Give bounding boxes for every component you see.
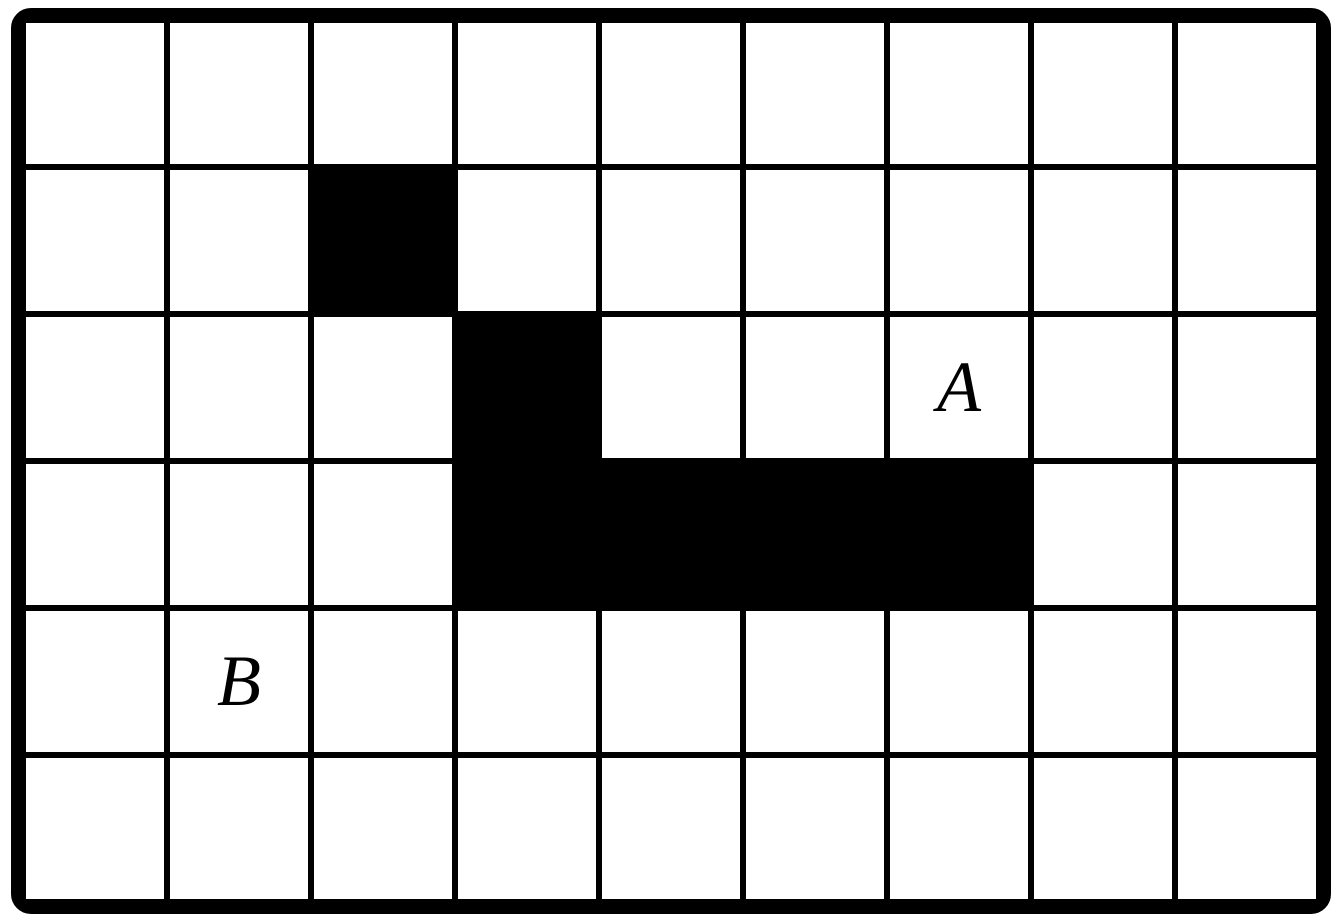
grid-cell (167, 755, 311, 902)
grid-cell (1031, 20, 1175, 167)
grid-cell (167, 20, 311, 167)
grid-cell-filled (455, 314, 599, 461)
grid-cell-label-a: A (887, 314, 1031, 461)
grid-cell (311, 755, 455, 902)
grid-cell (743, 167, 887, 314)
grid-cell-filled (455, 461, 599, 608)
grid-cell (311, 608, 455, 755)
grid-cell (743, 20, 887, 167)
grid-cell (167, 461, 311, 608)
grid-cell (743, 314, 887, 461)
grid-cell (599, 167, 743, 314)
grid-cell (887, 20, 1031, 167)
grid-cell (599, 755, 743, 902)
grid-cell (1031, 314, 1175, 461)
grid-cell (311, 461, 455, 608)
grid-cell-label-b: B (167, 608, 311, 755)
grid-cell (887, 167, 1031, 314)
grid-cell (23, 20, 167, 167)
grid-cell (1175, 608, 1319, 755)
grid-cell (599, 20, 743, 167)
grid-cell-filled (599, 461, 743, 608)
grid-cell (23, 314, 167, 461)
grid-cell (1175, 167, 1319, 314)
grid-cell (1175, 461, 1319, 608)
grid-cell (167, 314, 311, 461)
grid: AB (23, 20, 1319, 902)
grid-cell (887, 608, 1031, 755)
grid-cell (1175, 314, 1319, 461)
grid-cell (23, 461, 167, 608)
grid-cell (455, 755, 599, 902)
grid-cell (23, 608, 167, 755)
grid-cell (599, 608, 743, 755)
grid-cell-filled (887, 461, 1031, 608)
grid-cell (23, 167, 167, 314)
grid-cell-filled (311, 167, 455, 314)
grid-cell (887, 755, 1031, 902)
grid-cell (599, 314, 743, 461)
grid-cell (455, 20, 599, 167)
grid-cell (311, 20, 455, 167)
grid-cell (1031, 608, 1175, 755)
grid-cell (1175, 20, 1319, 167)
grid-cell (23, 755, 167, 902)
grid-cell (167, 167, 311, 314)
grid-cell (743, 608, 887, 755)
grid-cell-filled (743, 461, 887, 608)
grid-cell (743, 755, 887, 902)
grid-cell (455, 167, 599, 314)
grid-cell (311, 314, 455, 461)
grid-cell (1031, 461, 1175, 608)
grid-cell (455, 608, 599, 755)
grid-cell (1031, 755, 1175, 902)
grid-container: AB (11, 8, 1331, 914)
grid-cell (1175, 755, 1319, 902)
grid-cell (1031, 167, 1175, 314)
